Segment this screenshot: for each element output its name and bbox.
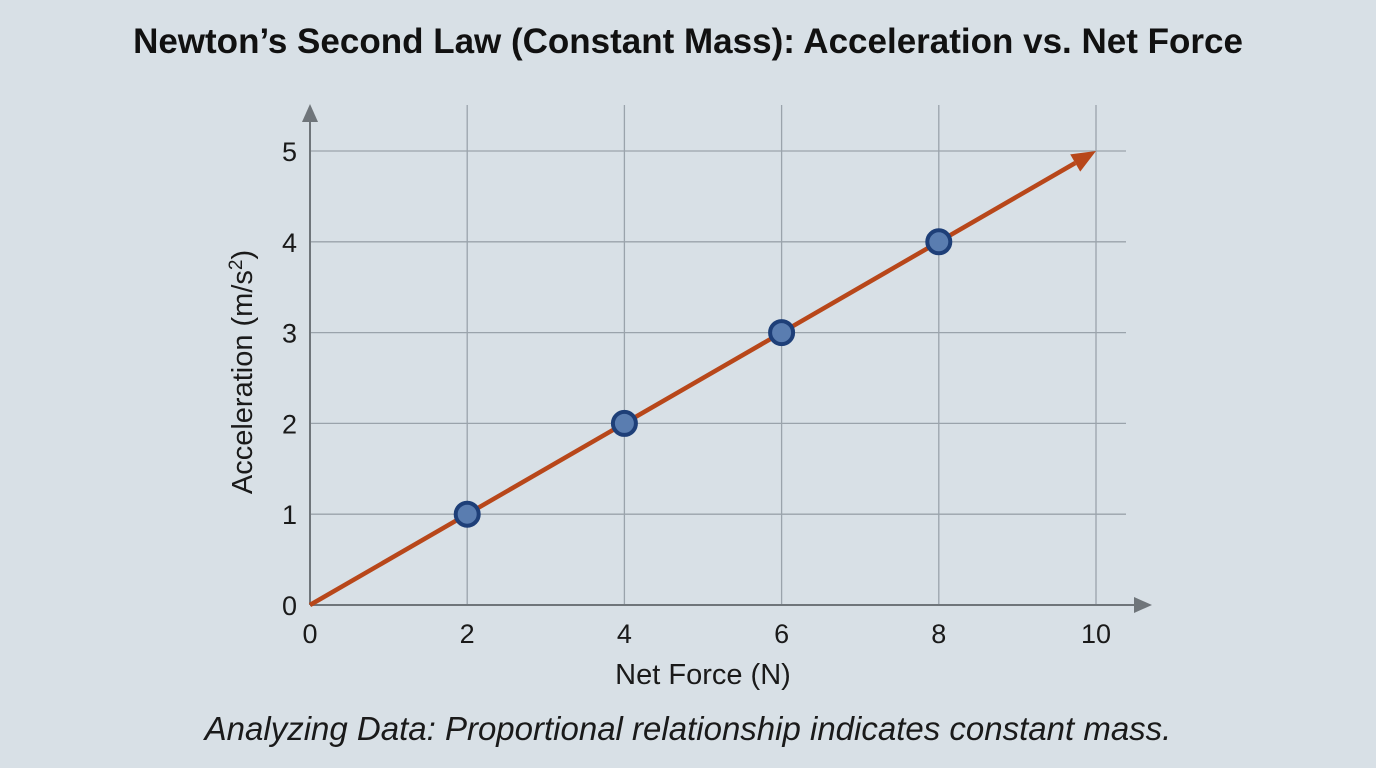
- data-point: [453, 500, 481, 528]
- y-axis-label: Acceleration (m/s2): [226, 250, 259, 494]
- trend-line: [308, 161, 1077, 607]
- x-tick-label: 6: [774, 619, 789, 649]
- x-tick-label: 0: [302, 619, 317, 649]
- y-axis-arrow-icon: [302, 104, 318, 122]
- x-tick-label: 2: [460, 619, 475, 649]
- trend-line-arrowhead-icon: [1070, 151, 1096, 172]
- y-tick-label: 1: [282, 500, 297, 530]
- x-axis-label: Net Force (N): [615, 659, 791, 691]
- y-tick-label: 3: [282, 319, 297, 349]
- y-tick-label: 4: [282, 228, 297, 258]
- y-tick-label: 2: [282, 409, 297, 439]
- y-tick-label: 0: [282, 591, 297, 621]
- x-tick-label: 10: [1081, 619, 1111, 649]
- y-tick-label: 5: [282, 137, 297, 167]
- data-point: [925, 228, 953, 256]
- x-tick-label: 8: [931, 619, 946, 649]
- x-axis-arrow-icon: [1134, 597, 1152, 613]
- chart-title: Newton’s Second Law (Constant Mass): Acc…: [133, 22, 1243, 61]
- data-point: [610, 409, 638, 437]
- data-point: [768, 319, 796, 347]
- x-tick-label: 4: [617, 619, 632, 649]
- chart-caption: Analyzing Data: Proportional relationshi…: [204, 710, 1172, 747]
